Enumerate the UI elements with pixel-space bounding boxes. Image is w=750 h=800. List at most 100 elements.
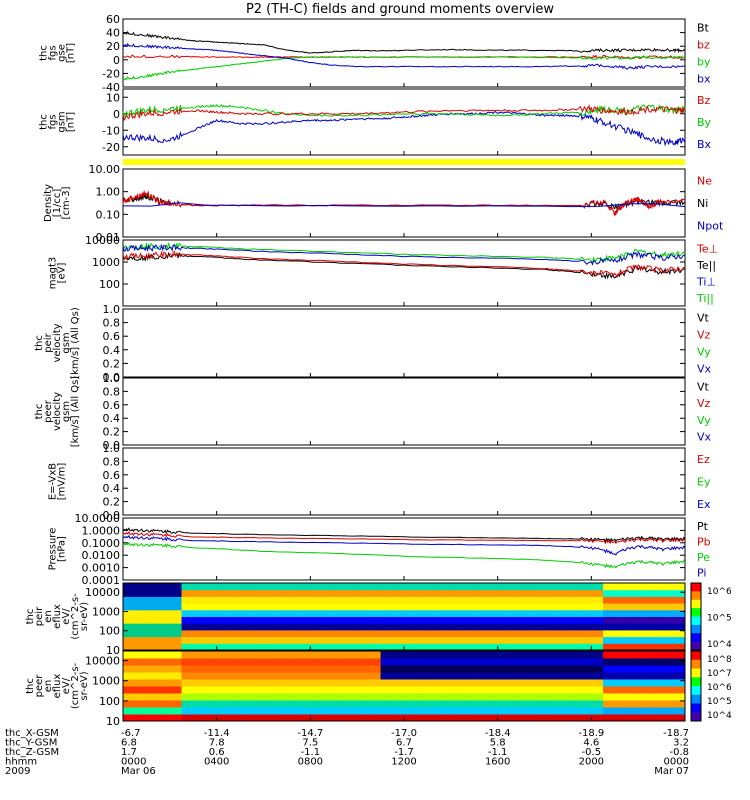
y-tick-label: 0.2 (103, 357, 121, 370)
spectrogram-cell (427, 616, 440, 624)
y-axis-label: gsm (57, 111, 68, 132)
spectrogram-cell (462, 623, 475, 631)
y-axis-label: thc (34, 404, 45, 420)
spectrogram-cell (251, 686, 264, 694)
spectrogram-cell (275, 623, 288, 631)
spectrogram-cell (567, 679, 581, 687)
spectrogram-cell (158, 714, 171, 722)
y-axis-label: [1/cc] (52, 189, 63, 218)
spectrogram-cell (204, 686, 218, 694)
colorbar-segment (691, 624, 701, 634)
y-tick-label: 100 (99, 625, 120, 638)
spectrogram-cell (439, 643, 452, 651)
spectrogram-cell (439, 679, 452, 687)
spectrogram-cell (380, 636, 393, 644)
spectrogram-cell (181, 686, 194, 694)
spectrogram-cell (485, 596, 499, 604)
y-axis-label: [mV/m] (57, 463, 68, 501)
spectrogram-cell (275, 672, 288, 680)
spectrogram-cell (169, 643, 183, 651)
spectrogram-cell (462, 672, 475, 680)
spectrogram-cell (415, 700, 428, 708)
spectrogram-cell (123, 658, 136, 666)
spectrogram-cell (286, 658, 300, 666)
spectrogram-cell (462, 686, 475, 694)
spectrogram-cell (123, 643, 136, 651)
spectrogram-cell (661, 693, 674, 701)
axis-row-value: 7.8 (209, 738, 225, 749)
spectrogram-cell (626, 589, 639, 597)
spectrogram-cell (450, 589, 464, 597)
spectrogram-cell (275, 665, 288, 673)
spectrogram-cell (532, 623, 545, 631)
spectrogram-cell (579, 658, 592, 666)
y-tick-label: 20 (106, 40, 120, 53)
quality-flag-bar (123, 159, 685, 165)
spectrogram-cell (368, 583, 382, 591)
y-tick-label: 0.2 (103, 426, 121, 439)
spectrogram-cell (673, 679, 686, 687)
spectrogram-cell (521, 679, 534, 687)
spectrogram-cell (649, 616, 663, 624)
spectrogram-cell (556, 583, 569, 591)
spectrogram-cell (614, 596, 627, 604)
spectrogram-cell (638, 629, 651, 638)
y-tick-label: 0.01 (96, 231, 121, 244)
colorbar-segment (691, 641, 701, 651)
spectrogram-cell (357, 603, 370, 611)
spectrogram-cell (626, 714, 639, 722)
y-axis-label: eflux (52, 604, 63, 629)
spectrogram-cell (673, 651, 686, 659)
spectrogram-cell (439, 672, 452, 680)
spectrogram-cell (228, 651, 241, 659)
y-axis-label: Pressure (48, 528, 59, 571)
spectrogram-cell (427, 651, 440, 659)
spectrogram-cell (567, 672, 581, 680)
spectrogram-cell (521, 609, 534, 617)
spectrogram-cell (368, 672, 382, 680)
y-axis-label: thc (25, 678, 36, 694)
spectrogram-cell (450, 596, 464, 604)
y-axis-label: magt3 (48, 257, 59, 290)
spectrogram-cell (240, 583, 253, 591)
spectrogram-cell (591, 679, 604, 687)
spectrogram-cell (603, 623, 616, 631)
spectrogram-cell (345, 686, 358, 694)
spectrogram-cell (169, 603, 183, 611)
spectrogram-cell (649, 665, 663, 673)
spectrogram-cell (134, 679, 147, 687)
spectrogram-cell (123, 686, 136, 694)
spectrogram-cell (544, 665, 557, 673)
spectrogram-cell (392, 623, 405, 631)
spectrogram-cell (216, 693, 229, 701)
spectrogram-cell (485, 707, 499, 715)
spectrogram-cell (146, 629, 159, 638)
spectrogram-cell (240, 665, 253, 673)
spectrogram-cell (322, 658, 335, 666)
spectrogram-cell (404, 665, 417, 673)
colorbar-segment (691, 712, 701, 722)
spectrogram-cell (146, 658, 159, 666)
axis-row-value: -18.7 (663, 728, 689, 739)
spectrogram-cell (497, 700, 510, 708)
spectrogram-cell (286, 629, 300, 638)
spectrogram-cell (532, 589, 545, 597)
spectrogram-cell (134, 693, 147, 701)
spectrogram-cell (204, 616, 218, 624)
y-axis-label: eV/ (61, 608, 72, 625)
spectrogram-cell (521, 583, 534, 591)
spectrogram-cell (579, 643, 592, 651)
spectrogram-cell (134, 616, 147, 624)
colorbar-segment (691, 668, 701, 678)
legend-entry: bx (697, 73, 711, 86)
spectrogram-cell (485, 609, 499, 617)
spectrogram-cell (134, 643, 147, 651)
y-tick-label: 40 (106, 27, 120, 40)
spectrogram-cell (509, 679, 522, 687)
spectrogram-cell (427, 714, 440, 722)
spectrogram-cell (169, 616, 183, 624)
spectrogram-cell (579, 629, 592, 638)
series-Te⊥ (122, 250, 686, 277)
spectrogram-cell (603, 643, 616, 651)
y-axis-label: (cm^2-s- (70, 593, 81, 640)
